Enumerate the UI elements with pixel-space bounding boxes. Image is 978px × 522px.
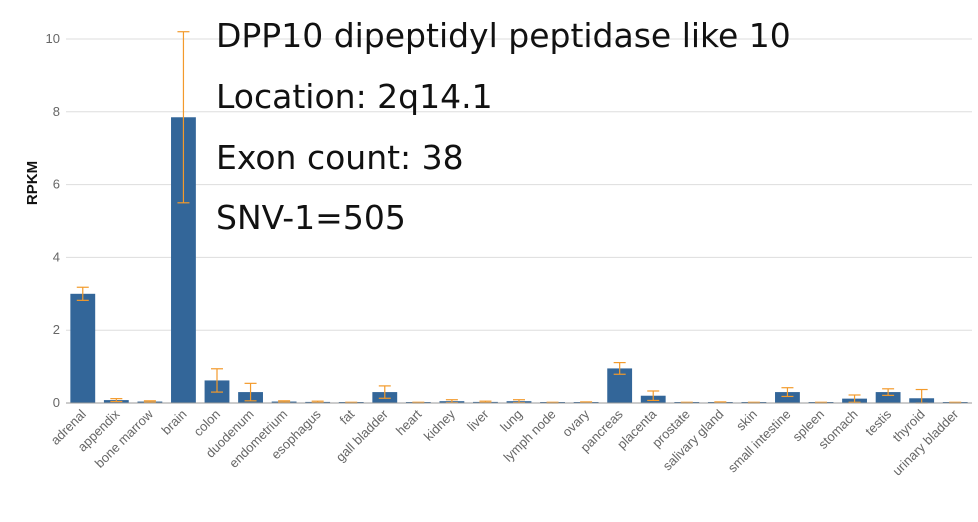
exon-count-text: Exon count: 38 (216, 138, 464, 177)
x-tick-label: lung (497, 407, 525, 435)
y-tick-label: 10 (46, 31, 60, 46)
snv-text: SNV-1=505 (216, 198, 406, 237)
y-tick-label: 8 (53, 104, 60, 119)
bar (70, 293, 96, 403)
grid-lines (66, 38, 972, 331)
x-tick-label: skin (733, 407, 760, 434)
y-tick-label: 0 (53, 395, 60, 410)
bars (70, 117, 968, 403)
y-tick-label: 6 (53, 177, 60, 192)
location-text: Location: 2q14.1 (216, 77, 493, 116)
bar (875, 392, 901, 403)
y-tick-label: 2 (53, 322, 60, 337)
bar (775, 392, 800, 403)
error-bars (76, 31, 962, 404)
y-tick-label: 4 (53, 249, 60, 264)
x-tick-label: kidney (421, 406, 459, 444)
y-axis-title: RPKM (24, 161, 41, 205)
x-tick-label: brain (159, 407, 190, 438)
gene-title: DPP10 dipeptidyl peptidase like 10 (216, 16, 791, 55)
x-tick-label: liver (464, 406, 492, 434)
x-tick-label: fat (337, 406, 358, 427)
y-tick-labels: 0 2 4 6 8 10 (46, 31, 60, 410)
